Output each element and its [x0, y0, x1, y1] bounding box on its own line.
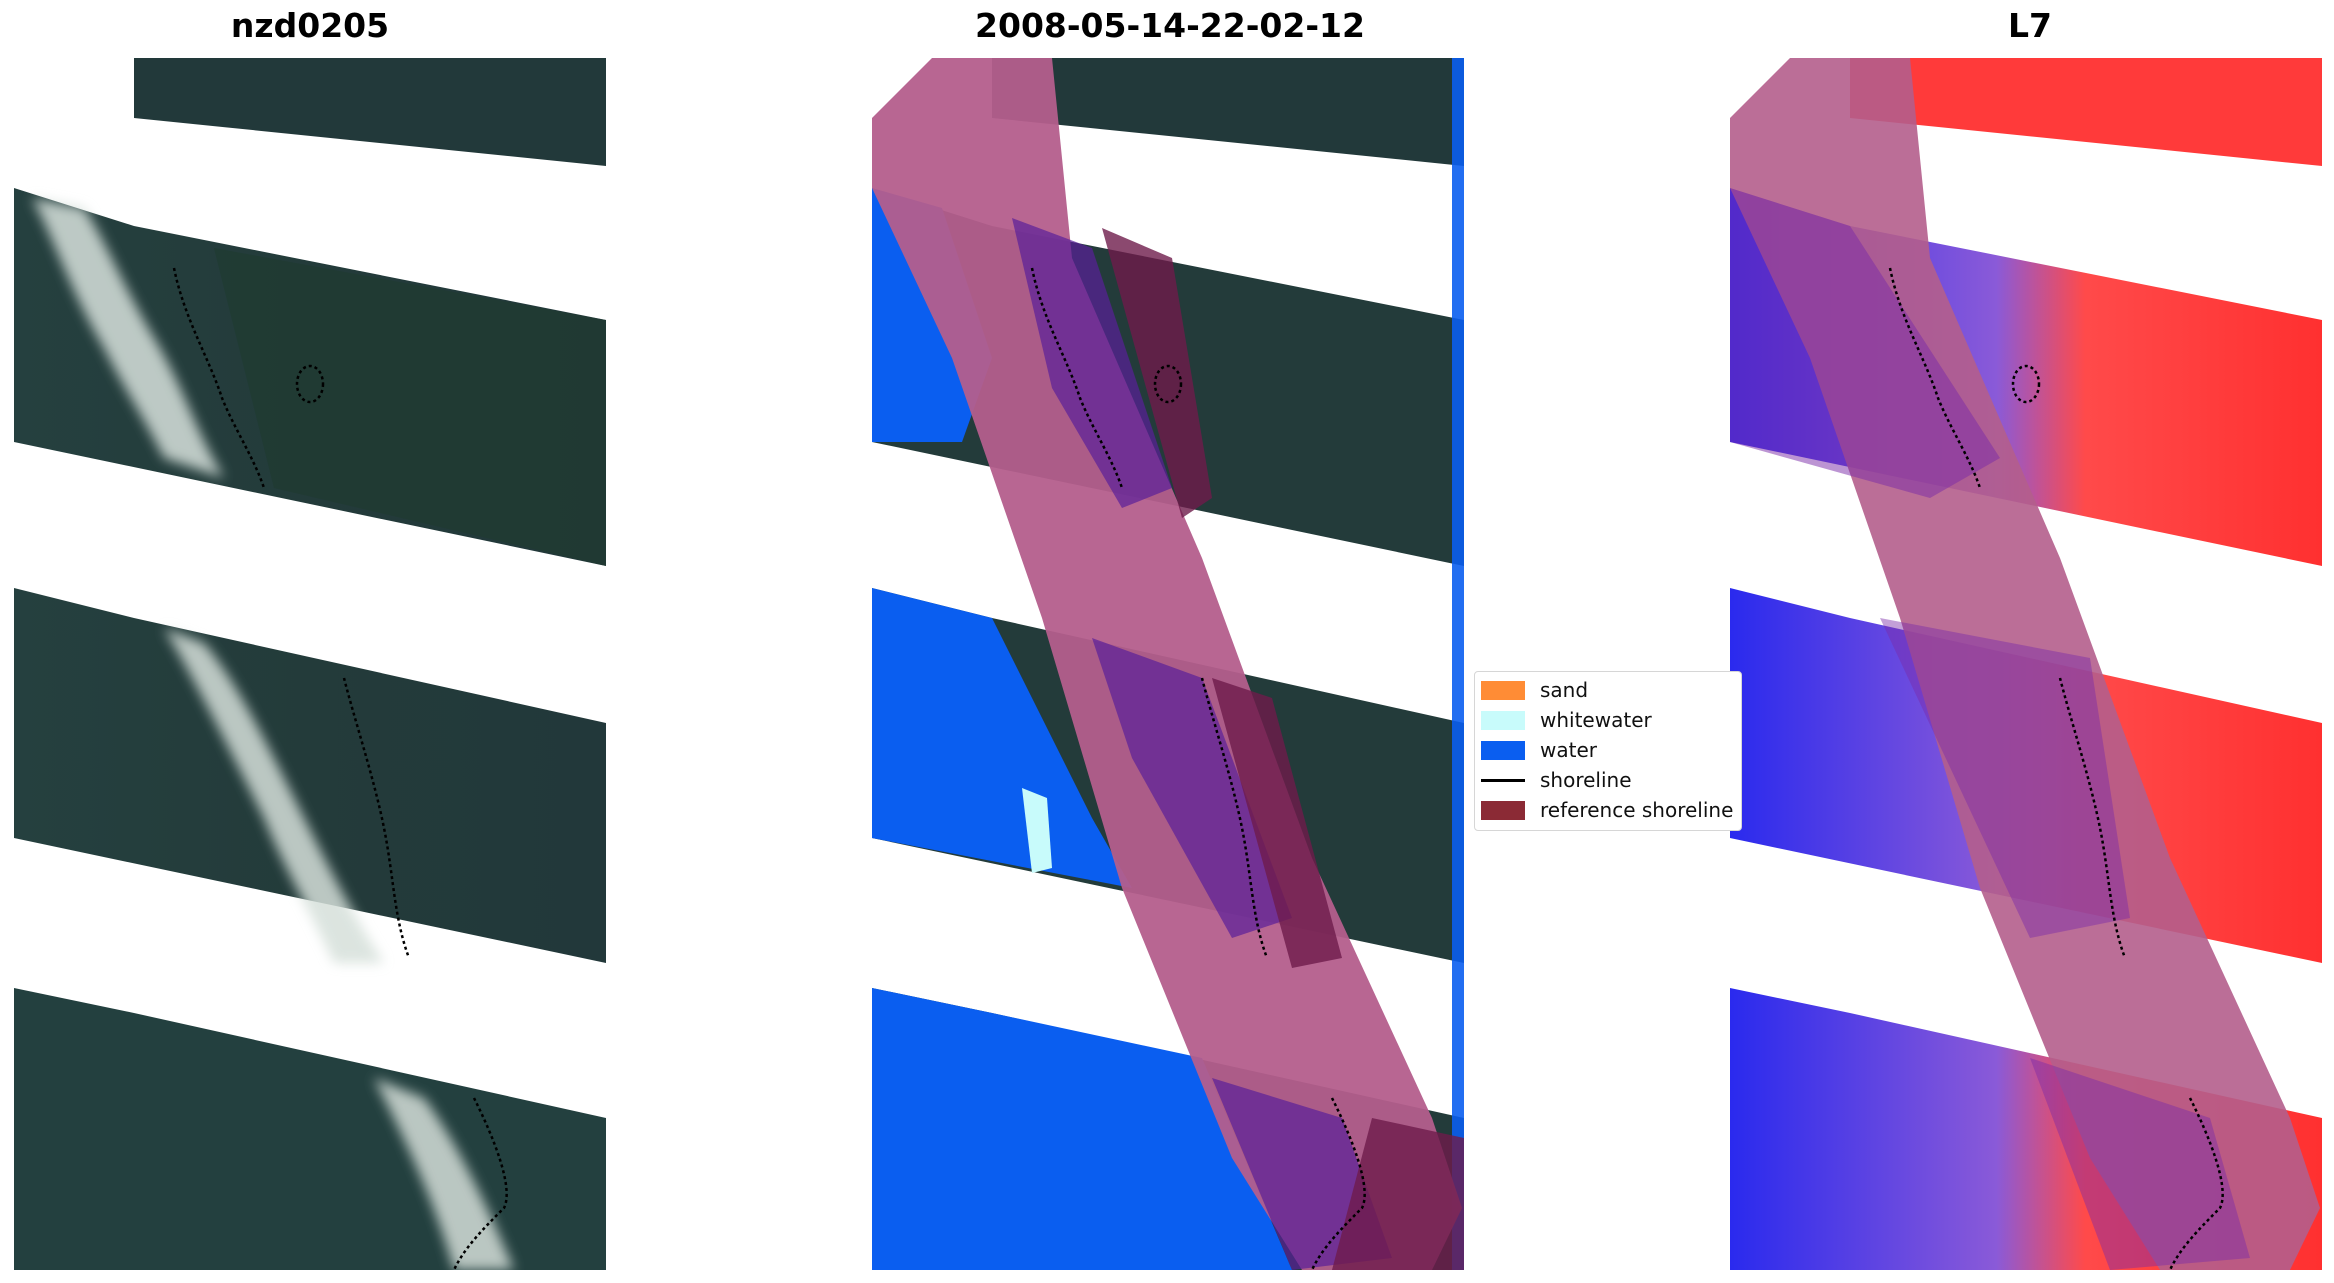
legend-swatch-whitewater: [1481, 710, 1525, 730]
legend-swatch-sand: [1481, 680, 1525, 700]
panel-title-index: L7: [2008, 6, 2052, 45]
water-index-image: [1730, 58, 2322, 1270]
legend-label-reference-shoreline: reference shoreline: [1540, 798, 1734, 822]
panel-title-rgb: nzd0205: [230, 6, 390, 45]
panel-title-classified: 2008-05-14-22-02-12: [975, 6, 1365, 45]
water-index-panel: [1730, 58, 2322, 1270]
rgb-image-panel: [14, 58, 606, 1270]
classified-image-panel: [872, 58, 1464, 1270]
legend-item-water: water: [1481, 736, 1597, 764]
classified-image: [872, 58, 1464, 1270]
rgb-image: [14, 58, 606, 1270]
legend-swatch-water: [1481, 740, 1525, 760]
legend-label-shoreline: shoreline: [1540, 768, 1632, 792]
legend: sand whitewater water shoreline referenc…: [1474, 671, 1742, 831]
legend-item-sand: sand: [1481, 676, 1588, 704]
legend-swatch-reference-shoreline: [1481, 800, 1525, 820]
legend-label-whitewater: whitewater: [1540, 708, 1652, 732]
legend-item-reference-shoreline: reference shoreline: [1481, 796, 1733, 824]
legend-item-whitewater: whitewater: [1481, 706, 1652, 734]
legend-label-sand: sand: [1540, 678, 1589, 702]
legend-line-shoreline: [1481, 778, 1525, 782]
legend-label-water: water: [1540, 738, 1597, 762]
legend-item-shoreline: shoreline: [1481, 766, 1632, 794]
